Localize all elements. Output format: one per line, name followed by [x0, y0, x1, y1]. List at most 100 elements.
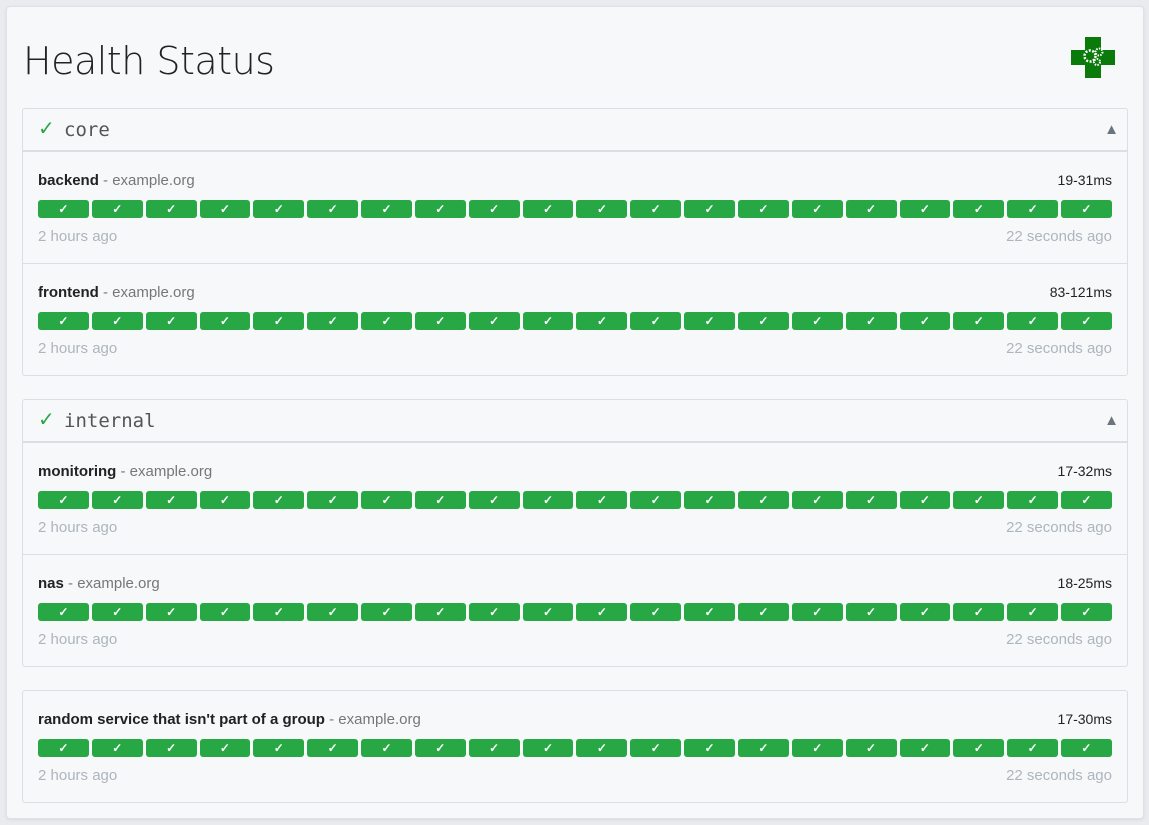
result-bar-success[interactable]: ✓ — [845, 312, 897, 330]
result-bar-success[interactable]: ✓ — [253, 491, 305, 509]
result-bar-success[interactable]: ✓ — [899, 312, 951, 330]
result-bar-success[interactable]: ✓ — [791, 739, 843, 757]
result-bar-success[interactable]: ✓ — [38, 200, 89, 218]
result-bar-success[interactable]: ✓ — [737, 491, 789, 509]
result-bar-success[interactable]: ✓ — [468, 312, 520, 330]
result-bar-success[interactable]: ✓ — [845, 739, 897, 757]
result-bar-success[interactable]: ✓ — [845, 491, 897, 509]
result-bar-success[interactable]: ✓ — [361, 739, 412, 757]
result-bar-success[interactable]: ✓ — [1061, 491, 1112, 509]
result-bar-success[interactable]: ✓ — [737, 200, 789, 218]
result-bar-success[interactable]: ✓ — [361, 491, 412, 509]
result-bar-success[interactable]: ✓ — [522, 200, 574, 218]
result-bar-success[interactable]: ✓ — [953, 491, 1005, 509]
result-bar-success[interactable]: ✓ — [953, 200, 1005, 218]
collapse-triangle-icon[interactable]: ▲ — [1104, 412, 1119, 429]
result-bar-success[interactable]: ✓ — [361, 603, 412, 621]
result-bar-success[interactable]: ✓ — [737, 603, 789, 621]
service-name[interactable]: random service that isn't part of a grou… — [38, 711, 325, 728]
result-bar-success[interactable]: ✓ — [953, 312, 1005, 330]
result-bar-success[interactable]: ✓ — [1007, 739, 1059, 757]
result-bar-success[interactable]: ✓ — [953, 603, 1005, 621]
result-bar-success[interactable]: ✓ — [1007, 603, 1059, 621]
result-bar-success[interactable]: ✓ — [791, 491, 843, 509]
group-header[interactable]: ✓ internal ▲ — [23, 400, 1127, 443]
result-bar-success[interactable]: ✓ — [630, 739, 682, 757]
result-bar-success[interactable]: ✓ — [414, 739, 466, 757]
result-bar-success[interactable]: ✓ — [1007, 491, 1059, 509]
result-bar-success[interactable]: ✓ — [38, 603, 89, 621]
result-bar-success[interactable]: ✓ — [91, 312, 143, 330]
result-bar-success[interactable]: ✓ — [468, 739, 520, 757]
result-bar-success[interactable]: ✓ — [38, 491, 89, 509]
result-bar-success[interactable]: ✓ — [414, 491, 466, 509]
service-name[interactable]: monitoring — [38, 463, 117, 480]
result-bar-success[interactable]: ✓ — [199, 603, 251, 621]
result-bar-success[interactable]: ✓ — [468, 603, 520, 621]
result-bar-success[interactable]: ✓ — [91, 491, 143, 509]
result-bar-success[interactable]: ✓ — [576, 603, 628, 621]
result-bar-success[interactable]: ✓ — [468, 491, 520, 509]
result-bar-success[interactable]: ✓ — [468, 200, 520, 218]
result-bar-success[interactable]: ✓ — [737, 739, 789, 757]
result-bar-success[interactable]: ✓ — [199, 312, 251, 330]
result-bar-success[interactable]: ✓ — [307, 312, 359, 330]
result-bar-success[interactable]: ✓ — [522, 491, 574, 509]
result-bar-success[interactable]: ✓ — [1061, 200, 1112, 218]
result-bar-success[interactable]: ✓ — [684, 739, 735, 757]
result-bar-success[interactable]: ✓ — [91, 200, 143, 218]
result-bar-success[interactable]: ✓ — [576, 739, 628, 757]
result-bar-success[interactable]: ✓ — [522, 312, 574, 330]
result-bar-success[interactable]: ✓ — [1061, 739, 1112, 757]
result-bar-success[interactable]: ✓ — [253, 603, 305, 621]
result-bar-success[interactable]: ✓ — [684, 603, 735, 621]
result-bar-success[interactable]: ✓ — [522, 739, 574, 757]
result-bar-success[interactable]: ✓ — [953, 739, 1005, 757]
result-bar-success[interactable]: ✓ — [630, 312, 682, 330]
result-bar-success[interactable]: ✓ — [145, 603, 197, 621]
group-header[interactable]: ✓ core ▲ — [23, 109, 1127, 152]
result-bar-success[interactable]: ✓ — [576, 491, 628, 509]
result-bar-success[interactable]: ✓ — [899, 491, 951, 509]
collapse-triangle-icon[interactable]: ▲ — [1104, 121, 1119, 138]
result-bar-success[interactable]: ✓ — [414, 312, 466, 330]
result-bar-success[interactable]: ✓ — [899, 739, 951, 757]
result-bar-success[interactable]: ✓ — [307, 739, 359, 757]
service-name[interactable]: nas — [38, 575, 64, 592]
result-bar-success[interactable]: ✓ — [91, 739, 143, 757]
result-bar-success[interactable]: ✓ — [145, 312, 197, 330]
result-bar-success[interactable]: ✓ — [630, 603, 682, 621]
result-bar-success[interactable]: ✓ — [899, 603, 951, 621]
result-bar-success[interactable]: ✓ — [145, 491, 197, 509]
result-bar-success[interactable]: ✓ — [253, 200, 305, 218]
service-name[interactable]: backend — [38, 172, 99, 189]
result-bar-success[interactable]: ✓ — [361, 312, 412, 330]
result-bar-success[interactable]: ✓ — [1007, 200, 1059, 218]
result-bar-success[interactable]: ✓ — [38, 739, 89, 757]
result-bar-success[interactable]: ✓ — [791, 312, 843, 330]
result-bar-success[interactable]: ✓ — [576, 312, 628, 330]
result-bar-success[interactable]: ✓ — [199, 739, 251, 757]
result-bar-success[interactable]: ✓ — [414, 200, 466, 218]
result-bar-success[interactable]: ✓ — [845, 603, 897, 621]
service-name[interactable]: frontend — [38, 284, 99, 301]
result-bar-success[interactable]: ✓ — [307, 491, 359, 509]
result-bar-success[interactable]: ✓ — [737, 312, 789, 330]
result-bar-success[interactable]: ✓ — [684, 491, 735, 509]
result-bar-success[interactable]: ✓ — [1007, 312, 1059, 330]
result-bar-success[interactable]: ✓ — [91, 603, 143, 621]
result-bar-success[interactable]: ✓ — [253, 739, 305, 757]
result-bar-success[interactable]: ✓ — [199, 200, 251, 218]
result-bar-success[interactable]: ✓ — [576, 200, 628, 218]
result-bar-success[interactable]: ✓ — [791, 603, 843, 621]
result-bar-success[interactable]: ✓ — [630, 200, 682, 218]
result-bar-success[interactable]: ✓ — [199, 491, 251, 509]
result-bar-success[interactable]: ✓ — [899, 200, 951, 218]
result-bar-success[interactable]: ✓ — [253, 312, 305, 330]
result-bar-success[interactable]: ✓ — [145, 200, 197, 218]
result-bar-success[interactable]: ✓ — [307, 603, 359, 621]
result-bar-success[interactable]: ✓ — [684, 200, 735, 218]
result-bar-success[interactable]: ✓ — [414, 603, 466, 621]
result-bar-success[interactable]: ✓ — [1061, 603, 1112, 621]
result-bar-success[interactable]: ✓ — [845, 200, 897, 218]
